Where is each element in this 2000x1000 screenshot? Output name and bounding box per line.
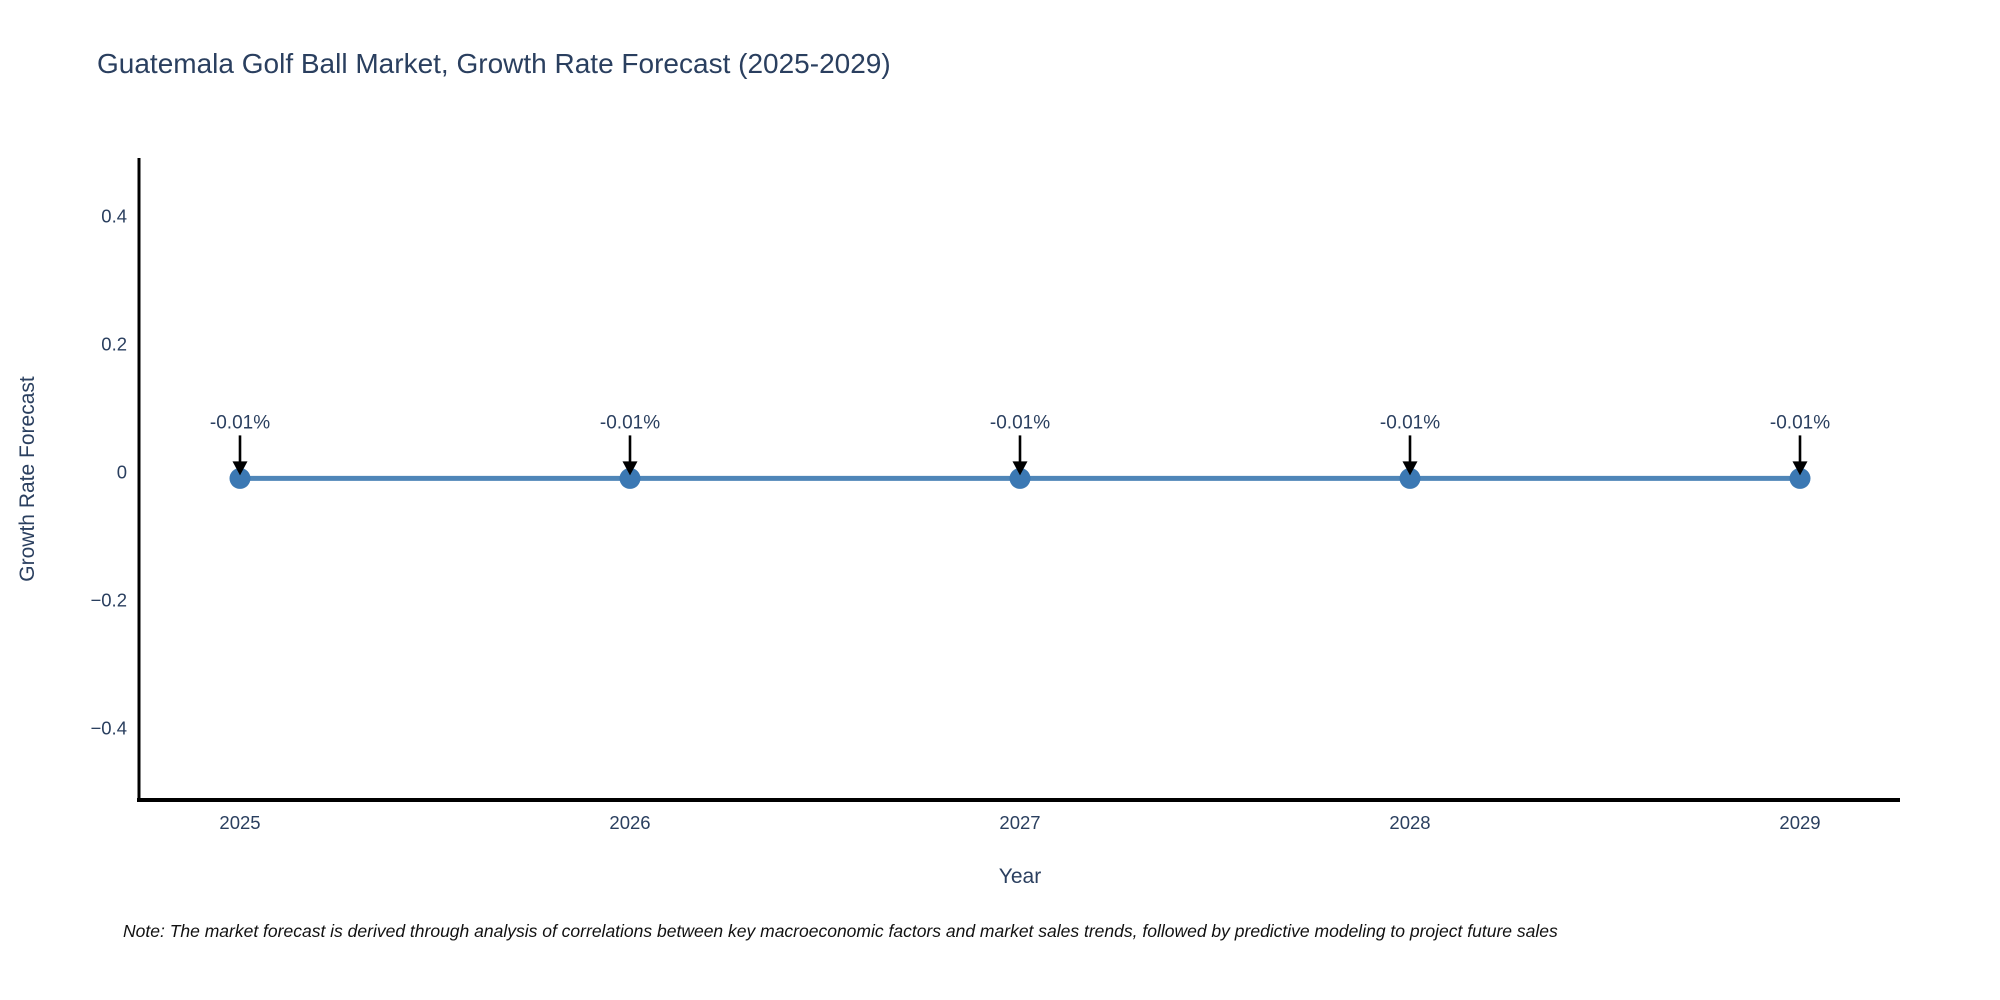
footnote: Note: The market forecast is derived thr… xyxy=(123,921,1558,941)
value-annotation: -0.01% xyxy=(1770,412,1830,433)
value-annotation: -0.01% xyxy=(990,412,1050,433)
value-annotation: -0.01% xyxy=(210,412,270,433)
down-arrow-head-icon xyxy=(622,461,638,476)
down-arrow-head-icon xyxy=(1012,461,1028,476)
x-tick-label: 2027 xyxy=(999,812,1040,833)
y-axis-title: Growth Rate Forecast xyxy=(16,376,39,582)
value-annotation: -0.01% xyxy=(1380,412,1440,433)
value-annotation: -0.01% xyxy=(600,412,660,433)
down-arrow-head-icon xyxy=(1792,461,1808,476)
x-tick-label: 2028 xyxy=(1389,812,1430,833)
x-tick-label: 2025 xyxy=(219,812,260,833)
y-tick-label: −0.4 xyxy=(90,718,127,739)
y-tick-label: 0 xyxy=(117,462,127,483)
data-point-marker xyxy=(619,467,641,489)
x-axis-title: Year xyxy=(999,865,1041,888)
x-tick-label: 2029 xyxy=(1779,812,1820,833)
down-arrow-head-icon xyxy=(1402,461,1418,476)
y-tick-label: −0.2 xyxy=(90,590,127,611)
data-point-marker xyxy=(1789,467,1811,489)
down-arrow-head-icon xyxy=(232,461,248,476)
x-tick-label: 2026 xyxy=(609,812,650,833)
chart-title: Guatemala Golf Ball Market, Growth Rate … xyxy=(97,48,891,79)
data-point-marker xyxy=(1009,467,1031,489)
y-tick-label: 0.4 xyxy=(101,206,127,227)
data-point-marker xyxy=(1399,467,1421,489)
data-point-marker xyxy=(229,467,251,489)
y-tick-label: 0.2 xyxy=(101,334,127,355)
